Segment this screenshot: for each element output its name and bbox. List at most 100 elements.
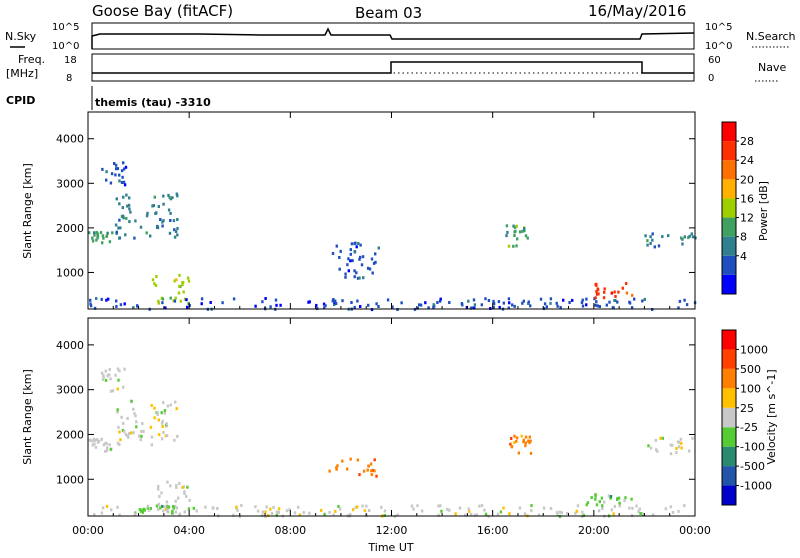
- data-cell: [522, 438, 525, 442]
- data-cell: [513, 225, 517, 229]
- data-cell: [166, 404, 170, 408]
- data-cell: [386, 298, 390, 302]
- data-cell: [649, 446, 653, 450]
- data-cell: [121, 175, 124, 179]
- data-cell: [669, 505, 672, 509]
- data-cell: [141, 508, 144, 512]
- data-cell: [418, 303, 421, 307]
- data-cell: [108, 443, 111, 447]
- data-cell: [508, 512, 511, 516]
- data-cell: [683, 504, 686, 508]
- data-cell: [270, 511, 274, 515]
- colorbar-tick-label: 4: [740, 250, 747, 263]
- data-cell: [484, 297, 487, 301]
- data-cell: [160, 437, 164, 441]
- data-cell: [150, 403, 153, 407]
- data-cell: [261, 510, 264, 514]
- data-cell: [432, 305, 435, 309]
- data-cell: [182, 290, 185, 294]
- station-title: Goose Bay (fitACF): [92, 2, 233, 20]
- colorbar-frame: [721, 329, 737, 506]
- data-cell: [104, 449, 107, 453]
- data-cell: [601, 504, 604, 508]
- data-cell: [322, 302, 326, 306]
- data-cell: [120, 415, 123, 419]
- data-cell: [644, 234, 647, 238]
- data-cell: [367, 464, 370, 468]
- data-cell: [332, 513, 335, 517]
- data-cell: [545, 305, 548, 309]
- data-cell: [646, 243, 649, 247]
- data-cell: [126, 204, 129, 208]
- data-cell: [150, 435, 154, 439]
- data-cell: [172, 219, 176, 223]
- data-cell: [134, 219, 137, 223]
- data-cell: [101, 234, 105, 238]
- data-cell: [358, 276, 361, 280]
- data-cell: [173, 299, 177, 303]
- data-cell: [101, 241, 104, 245]
- data-cell: [669, 452, 673, 456]
- data-cell: [369, 462, 373, 466]
- data-cell: [521, 229, 524, 233]
- data-cell: [516, 237, 519, 241]
- data-cell: [139, 509, 143, 513]
- data-cell: [383, 509, 387, 513]
- data-cell: [625, 282, 628, 285]
- data-cell: [585, 297, 588, 301]
- data-cell: [115, 299, 118, 303]
- data-cell: [383, 513, 386, 517]
- data-cell: [362, 469, 366, 473]
- data-cell: [527, 300, 530, 304]
- data-cell: [349, 457, 352, 461]
- data-cell: [374, 260, 377, 264]
- data-cell: [122, 421, 125, 425]
- data-cell: [680, 441, 683, 445]
- data-cell: [297, 505, 300, 509]
- data-cell: [116, 505, 119, 509]
- data-cell: [113, 162, 116, 165]
- data-cell: [181, 485, 184, 489]
- data-cell: [612, 512, 615, 516]
- x-tick-label: 00:00: [72, 524, 104, 537]
- data-cell: [542, 506, 546, 510]
- data-cell: [160, 504, 164, 508]
- data-cell: [360, 263, 364, 267]
- data-cell: [523, 512, 527, 516]
- data-cell: [169, 219, 172, 222]
- data-cell: [200, 302, 203, 306]
- data-cell: [302, 511, 305, 515]
- data-cell: [594, 497, 597, 501]
- data-cell: [439, 297, 442, 301]
- data-cell: [624, 496, 627, 500]
- data-cell: [608, 300, 611, 304]
- data-cell: [93, 439, 96, 443]
- data-cell: [168, 231, 172, 235]
- data-cell: [105, 234, 108, 238]
- data-cell: [185, 298, 188, 302]
- data-cell: [115, 305, 118, 308]
- data-cell: [664, 507, 667, 511]
- data-cell: [657, 244, 661, 248]
- data-cell: [176, 194, 179, 198]
- cpid-label: CPID: [6, 94, 35, 107]
- data-cell: [117, 378, 120, 382]
- freq-panel-frame: [91, 53, 695, 82]
- data-cell: [515, 224, 518, 228]
- data-cell: [511, 303, 514, 307]
- data-cell: [161, 419, 164, 423]
- data-cell: [537, 513, 541, 517]
- data-cell: [159, 506, 162, 510]
- data-cell: [156, 413, 159, 416]
- data-cell: [96, 234, 100, 238]
- data-cell: [328, 469, 331, 473]
- data-cell: [507, 306, 510, 310]
- data-cell: [126, 417, 129, 420]
- data-cell: [651, 238, 654, 242]
- data-cell: [161, 297, 165, 301]
- data-cell: [115, 167, 118, 171]
- data-cell: [105, 448, 109, 452]
- data-cell: [510, 445, 514, 449]
- data-cell: [628, 300, 631, 304]
- data-cell: [145, 214, 149, 218]
